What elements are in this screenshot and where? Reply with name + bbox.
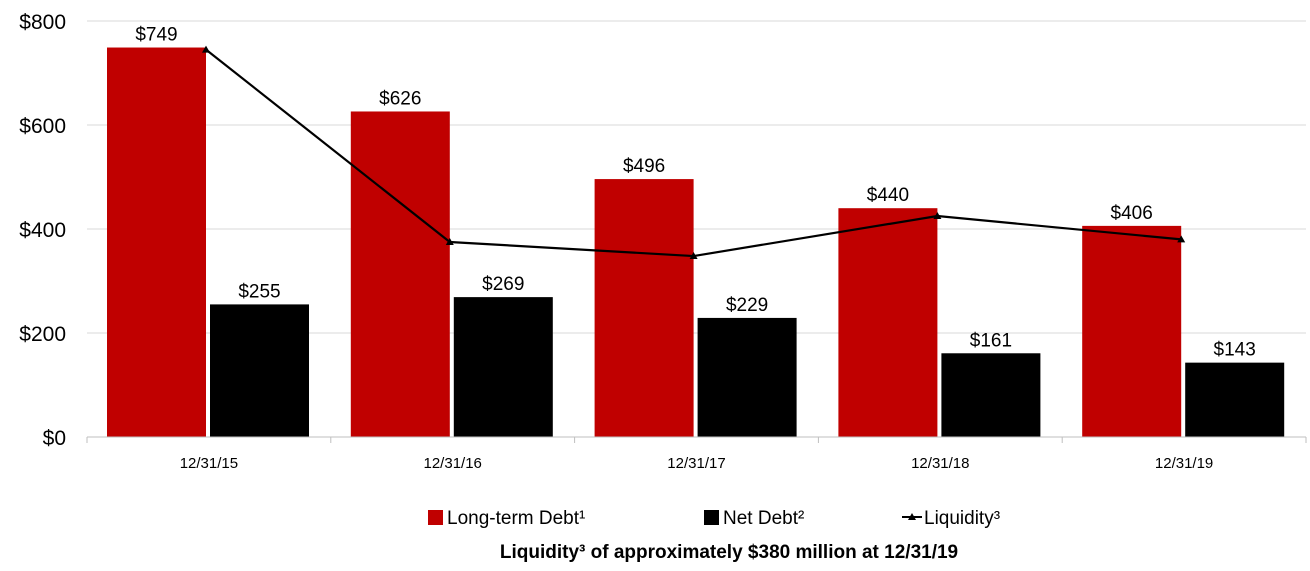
liquidity-point [933,212,942,219]
footnote: Liquidity³ of approximately $380 million… [500,542,958,563]
legend-marker-liquidity [908,513,916,520]
legend-swatch-long-term-debt [428,510,443,525]
data-label: $143 [1214,340,1256,361]
x-tick-label: 12/31/18 [911,455,969,472]
bars [107,47,1285,438]
liquidity-line-group [202,45,1186,260]
x-tick-label: 12/31/16 [424,455,482,472]
y-tick-label: $600 [19,115,66,138]
bar-net-debt [941,353,1041,437]
bar-long-term-debt [838,208,938,437]
bar-long-term-debt [594,179,694,437]
y-tick-label: $800 [19,11,66,34]
y-tick-label: $0 [43,427,66,450]
bar-net-debt [697,317,797,437]
bar-net-debt [210,304,309,437]
data-label: $496 [623,156,665,177]
x-tick-label: 12/31/17 [667,455,725,472]
data-label: $229 [726,295,768,316]
data-label: $440 [867,185,909,206]
bar-long-term-debt [107,47,206,438]
x-axis: 12/31/15 12/31/16 12/31/17 12/31/18 12/31/19 [86,436,1307,472]
x-tick-label: 12/31/19 [1155,455,1213,472]
bar-net-debt [453,297,553,437]
y-axis: $0 $200 $400 $600 $800 [19,11,66,450]
liquidity-point [689,252,698,260]
x-tick-label: 12/31/15 [180,455,238,472]
liquidity-point [1177,235,1186,243]
legend: Long-term Debt¹ Net Debt² Liquidity³ [428,508,1000,529]
y-tick-label: $400 [19,219,66,242]
data-label: $626 [379,88,421,109]
data-label: $255 [238,281,280,302]
bar-long-term-debt [350,111,450,437]
data-labels: $749 $255 $626 $269 $496 $229 $440 $161 $406 $143 [135,25,1255,361]
legend-swatch-net-debt [704,510,719,525]
data-label: $161 [970,330,1012,351]
bar-long-term-debt [1082,225,1182,437]
liquidity-point [202,45,210,53]
data-label: $269 [482,274,524,295]
y-tick-label: $200 [19,323,66,346]
legend-label-liquidity: Liquidity³ [924,508,1000,529]
bar-net-debt [1185,362,1285,437]
data-label: $406 [1111,203,1153,224]
legend-label-long-term-debt: Long-term Debt¹ [447,508,585,529]
legend-label-net-debt: Net Debt² [723,508,804,529]
data-label: $749 [135,25,177,46]
liquidity-point [445,238,454,245]
